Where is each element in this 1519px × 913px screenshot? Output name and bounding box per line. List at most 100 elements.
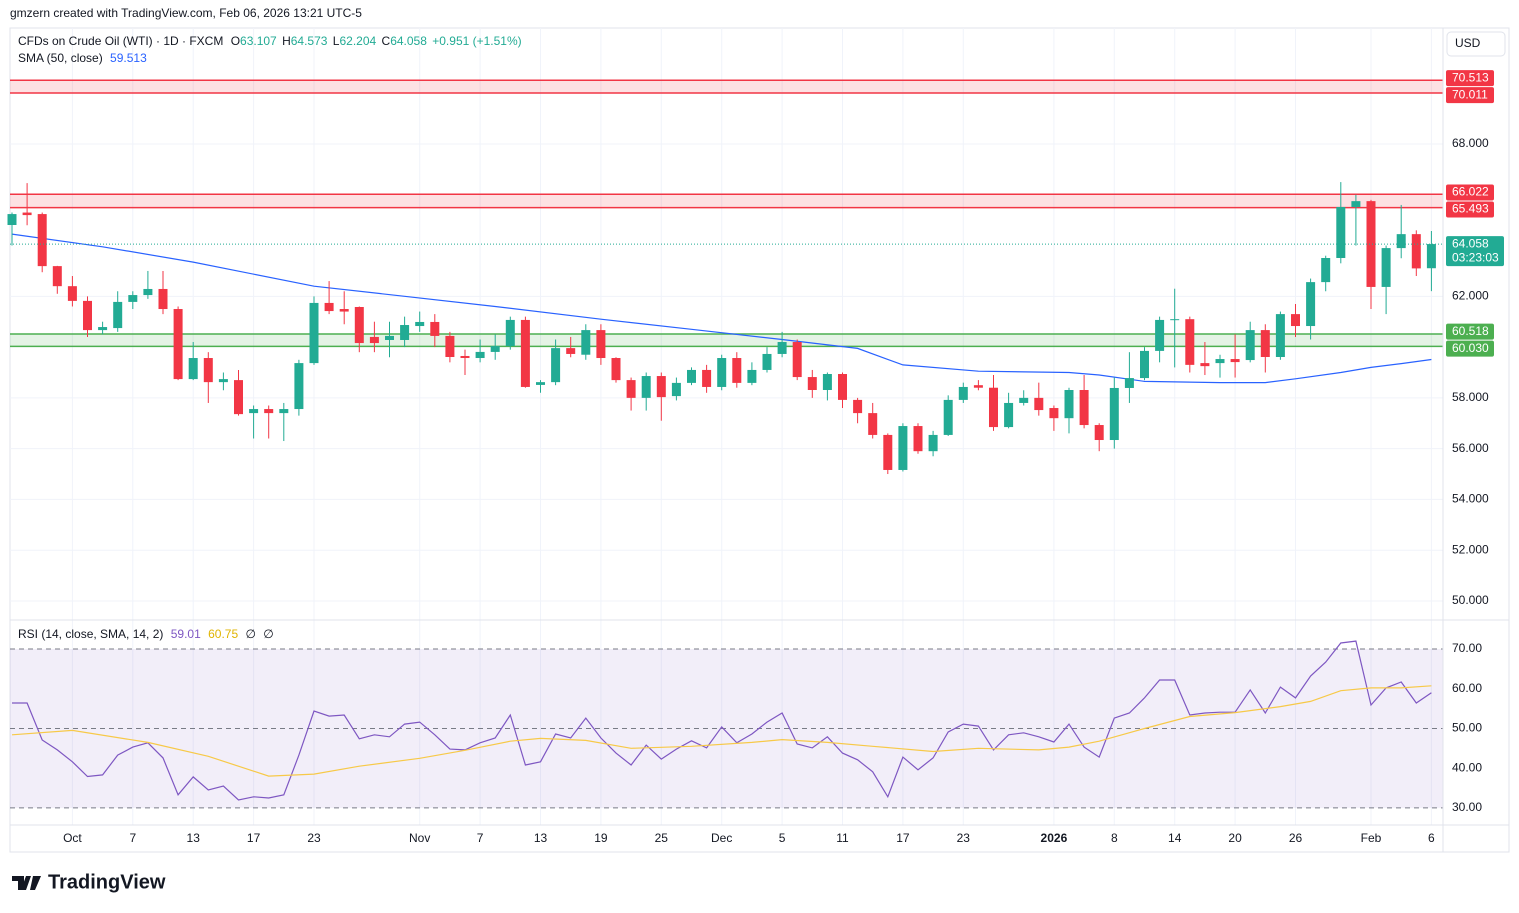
rsi-legend: RSI (14, close, SMA, 14, 2) 59.01 60.75 … bbox=[18, 627, 274, 641]
candle-body bbox=[354, 306, 364, 344]
candle-body bbox=[400, 325, 410, 340]
candle-body bbox=[1396, 234, 1406, 249]
last-price-box bbox=[1446, 236, 1504, 267]
candle-body bbox=[1049, 408, 1059, 419]
x-tick-label: 19 bbox=[594, 831, 608, 845]
price-label-box bbox=[1446, 323, 1494, 340]
ohlc-value: 63.107 bbox=[240, 34, 277, 48]
candle-body bbox=[868, 413, 878, 435]
y-tick-label: 62.000 bbox=[1452, 289, 1489, 303]
candle-body bbox=[1004, 402, 1014, 428]
x-tick-label: 7 bbox=[129, 831, 136, 845]
rsi-value: 59.01 bbox=[171, 627, 201, 641]
candle-body bbox=[717, 358, 727, 387]
candle-body bbox=[1245, 330, 1255, 361]
candle-body bbox=[83, 300, 92, 331]
candle-body bbox=[279, 409, 289, 414]
candle-body bbox=[611, 358, 621, 381]
x-tick-label: 8 bbox=[1111, 831, 1118, 845]
ohlc-letter: L bbox=[333, 34, 340, 48]
candle-body bbox=[22, 212, 32, 216]
price-label: 66.022 bbox=[1452, 185, 1489, 199]
candle-body bbox=[853, 399, 863, 414]
candle-body bbox=[67, 286, 77, 301]
zone bbox=[10, 333, 1443, 347]
x-tick-label: 14 bbox=[1168, 831, 1182, 845]
candle-body bbox=[249, 409, 259, 414]
candle-body bbox=[264, 409, 274, 414]
candle-body bbox=[883, 434, 893, 470]
x-tick-label: 25 bbox=[655, 831, 669, 845]
candle-body bbox=[218, 379, 228, 383]
y-tick-label: 50.000 bbox=[1452, 593, 1489, 607]
candle-body bbox=[732, 358, 742, 383]
rsi-extra: ∅ bbox=[245, 627, 255, 641]
candle-body bbox=[1215, 359, 1225, 364]
y-tick-label: 52.000 bbox=[1452, 542, 1489, 556]
ohlc-value: 64.573 bbox=[291, 34, 328, 48]
candle-body bbox=[1109, 387, 1119, 441]
price-label: 60.030 bbox=[1452, 341, 1489, 355]
candle-body bbox=[928, 434, 938, 452]
candle-body bbox=[475, 351, 485, 359]
sma-name: SMA (50, close) bbox=[18, 51, 103, 65]
x-tick-label: Oct bbox=[63, 831, 82, 845]
x-tick-label: 17 bbox=[896, 831, 910, 845]
x-tick-label: 26 bbox=[1289, 831, 1303, 845]
candle-body bbox=[1260, 330, 1270, 358]
x-tick-label: 23 bbox=[307, 831, 321, 845]
price-label-box bbox=[1446, 184, 1494, 201]
candle-body bbox=[702, 369, 712, 387]
candle-body bbox=[309, 302, 319, 364]
currency[interactable]: USD bbox=[1455, 36, 1481, 50]
brand-logo bbox=[12, 876, 41, 890]
symbol-title: CFDs on Crude Oil (WTI) · 1D · FXCM bbox=[18, 34, 223, 48]
change: +0.951 (+1.51%) bbox=[432, 34, 521, 48]
candle-body bbox=[1200, 363, 1210, 367]
ohlc-value: 64.058 bbox=[390, 34, 427, 48]
sma-line bbox=[11, 233, 1432, 384]
price-label: 70.011 bbox=[1452, 87, 1488, 101]
candle-body bbox=[369, 336, 379, 344]
candle-body bbox=[98, 327, 108, 331]
frame bbox=[9, 27, 1510, 853]
x-tick-label: Nov bbox=[409, 831, 430, 845]
y-tick-label: 70.00 bbox=[1452, 641, 1482, 655]
y-tick-label: 58.000 bbox=[1452, 390, 1489, 404]
candle-body bbox=[989, 387, 998, 428]
candle-body bbox=[445, 335, 455, 358]
candle-body bbox=[687, 369, 696, 383]
brand: TradingView bbox=[48, 871, 166, 893]
price-label: 65.493 bbox=[1452, 202, 1489, 216]
candle-body bbox=[1366, 201, 1376, 287]
candle-body bbox=[1230, 359, 1240, 363]
candle-body bbox=[294, 363, 304, 410]
price-label-box bbox=[1446, 340, 1494, 357]
candle-body bbox=[777, 342, 787, 354]
candle-body bbox=[1079, 390, 1089, 426]
candle-body bbox=[490, 346, 500, 352]
price-label-box bbox=[1446, 201, 1494, 218]
candle-body bbox=[7, 214, 17, 225]
x-tick-label: Feb bbox=[1361, 831, 1382, 845]
candle-body bbox=[339, 309, 349, 312]
candle-body bbox=[943, 399, 953, 435]
candle-body bbox=[1351, 201, 1361, 207]
candle-body bbox=[1336, 206, 1346, 258]
candle-body bbox=[626, 380, 636, 398]
candle-body bbox=[1321, 257, 1331, 283]
countdown: 03:23:03 bbox=[1452, 250, 1499, 264]
candle-body bbox=[641, 376, 651, 398]
zone bbox=[10, 80, 1443, 93]
x-tick-label: 5 bbox=[779, 831, 786, 845]
rsi-sma-value: 60.75 bbox=[208, 627, 238, 641]
candle-body bbox=[747, 369, 757, 383]
x-tick-label: 6 bbox=[1428, 831, 1435, 845]
candle-body bbox=[792, 342, 802, 378]
currency-box[interactable] bbox=[1446, 31, 1506, 57]
candle-body bbox=[1185, 319, 1195, 365]
candle-body bbox=[1411, 234, 1421, 269]
candle-body bbox=[671, 382, 681, 397]
